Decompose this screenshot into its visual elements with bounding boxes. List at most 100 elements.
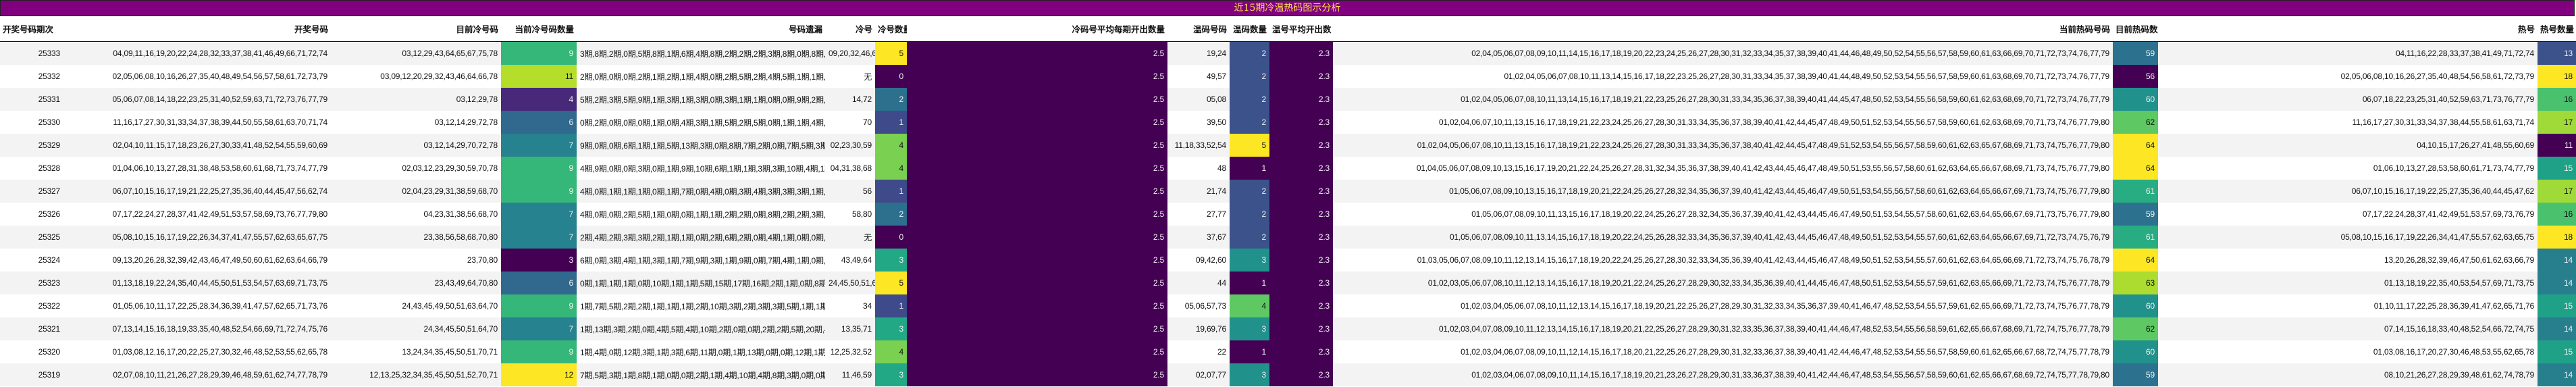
cold-numbers-cell: 03,12,29,43,64,65,67,75,78 (331, 41, 501, 65)
cold-count-cell: 7 (501, 317, 577, 340)
hot-qty-cell: 11 (2538, 134, 2576, 157)
warm-avg-cell: 2.3 (1269, 180, 1333, 203)
cold-avg-cell: 2.5 (907, 157, 1167, 180)
hot-count-cell: 61 (2113, 180, 2158, 203)
warm-qty-cell: 3 (1230, 249, 1269, 272)
period-cell: 25329 (0, 134, 63, 157)
hot-numbers-cell: 01,02,03,04,06,07,08,09,10,11,14,15,16,1… (1333, 363, 2113, 386)
header-hot-qty[interactable]: 热号数量 (2538, 16, 2576, 42)
warm-avg-cell: 2.3 (1269, 226, 1333, 249)
warm-numbers-cell: 11,18,33,52,54 (1167, 134, 1230, 157)
table-row[interactable]: 25321 07,13,14,15,16,18,19,33,35,40,48,52… (0, 317, 2576, 340)
warm-qty-cell: 2 (1230, 203, 1269, 226)
header-hot-numbers[interactable]: 当前热码号码 (1333, 16, 2113, 42)
header-cold-numbers[interactable]: 目前冷号码 (331, 16, 501, 42)
warm-qty-cell: 5 (1230, 134, 1269, 157)
cold-qty-cell: 0 (875, 226, 907, 249)
header-omission[interactable]: 号码遗漏 (577, 16, 825, 42)
warm-avg-cell: 2.3 (1269, 134, 1333, 157)
warm-numbers-cell: 05,08 (1167, 88, 1230, 111)
period-cell: 25332 (0, 65, 63, 88)
omission-cell: 1期,4期,0期,12期,3期,1期,3期,6期,11期,0期,1期,13期,0… (577, 340, 825, 363)
hot-count-cell: 60 (2113, 340, 2158, 363)
cold-qty-cell: 3 (875, 363, 907, 386)
header-cold[interactable]: 冷号 (825, 16, 875, 42)
table-row[interactable]: 25332 02,05,06,08,10,16,26,27,35,40,48,49… (0, 65, 2576, 88)
table-row[interactable]: 25322 01,05,06,10,11,17,22,25,28,34,36,39… (0, 294, 2576, 317)
cold-qty-cell: 2 (875, 88, 907, 111)
cold-cell: 无 (825, 65, 875, 88)
table-row[interactable]: 25326 07,17,22,24,27,28,37,41,42,49,51,53… (0, 203, 2576, 226)
period-cell: 25330 (0, 111, 63, 134)
cold-cell: 04,31,38,68 (825, 157, 875, 180)
header-hot-count[interactable]: 目前热码数量 (2113, 16, 2158, 42)
warm-numbers-cell: 44 (1167, 272, 1230, 294)
hot-qty-cell: 17 (2538, 180, 2576, 203)
omission-cell: 3期,8期,2期,0期,5期,8期,1期,6期,4期,8期,2期,2期,2期,3… (577, 41, 825, 65)
page-title: 近15期冷温热码图示分析 (0, 0, 2575, 16)
table-row[interactable]: 25327 06,07,10,15,16,17,19,21,22,25,27,35… (0, 180, 2576, 203)
hot-numbers-cell: 01,02,03,04,05,06,07,08,10,11,12,13,14,1… (1333, 294, 2113, 317)
warm-qty-cell: 1 (1230, 340, 1269, 363)
table-row[interactable]: 25333 04,09,11,16,19,20,22,24,28,32,33,37… (0, 41, 2576, 65)
cold-cell: 34 (825, 294, 875, 317)
hot-count-cell: 59 (2113, 41, 2158, 65)
header-cold-qty[interactable]: 冷号数量 (875, 16, 907, 42)
table-row[interactable]: 25324 09,13,20,26,28,32,39,42,43,46,47,49… (0, 249, 2576, 272)
cold-avg-cell: 2.5 (907, 134, 1167, 157)
cold-count-cell: 7 (501, 226, 577, 249)
cold-count-cell: 9 (501, 41, 577, 65)
header-warm-numbers[interactable]: 温码号码 (1167, 16, 1230, 42)
cold-avg-cell: 2.5 (907, 180, 1167, 203)
warm-qty-cell: 2 (1230, 88, 1269, 111)
header-cold-avg[interactable]: 冷码号平均每期开出数量 (907, 16, 1167, 42)
table-row[interactable]: 25329 02,04,10,11,15,17,18,23,26,27,30,33… (0, 134, 2576, 157)
table-row[interactable]: 25328 01,04,06,10,13,27,28,31,38,48,53,58… (0, 157, 2576, 180)
warm-numbers-cell: 39,50 (1167, 111, 1230, 134)
table-row[interactable]: 25325 05,08,10,15,16,17,19,22,26,34,37,41… (0, 226, 2576, 249)
header-cold-count[interactable]: 当前冷号码数量 (501, 16, 577, 42)
hot-count-cell: 64 (2113, 249, 2158, 272)
cold-count-cell: 12 (501, 363, 577, 386)
warm-numbers-cell: 19,69,76 (1167, 317, 1230, 340)
hot-numbers-cell: 01,02,04,05,06,07,08,10,11,13,15,16,17,1… (1333, 134, 2113, 157)
period-cell: 25320 (0, 340, 63, 363)
hot-cell: 07,17,22,24,28,37,41,42,49,51,53,57,69,7… (2158, 203, 2538, 226)
header-warm-qty[interactable]: 温码数量 (1230, 16, 1269, 42)
table-row[interactable]: 25323 01,13,18,19,22,24,35,40,44,45,50,51… (0, 272, 2576, 294)
cold-numbers-cell: 03,12,14,29,72,78 (331, 111, 501, 134)
header-hot[interactable]: 热号 (2158, 16, 2538, 42)
warm-numbers-cell: 49,57 (1167, 65, 1230, 88)
table-row[interactable]: 25320 01,03,08,12,16,17,20,22,25,27,30,32… (0, 340, 2576, 363)
hot-qty-cell: 15 (2538, 294, 2576, 317)
warm-avg-cell: 2.3 (1269, 294, 1333, 317)
cold-count-cell: 11 (501, 65, 577, 88)
header-draw[interactable]: 开奖号码 (63, 16, 331, 42)
cold-cell: 12,25,32,52 (825, 340, 875, 363)
draw-numbers-cell: 04,09,11,16,19,20,22,24,28,32,33,37,38,4… (63, 41, 331, 65)
warm-avg-cell: 2.3 (1269, 363, 1333, 386)
table-row[interactable]: 25319 02,07,08,10,11,21,26,27,28,29,39,46… (0, 363, 2576, 386)
hot-cell: 04,10,15,17,26,27,41,48,55,60,69 (2158, 134, 2538, 157)
cold-numbers-cell: 02,03,12,23,29,30,59,70,78 (331, 157, 501, 180)
cold-count-cell: 7 (501, 203, 577, 226)
warm-numbers-cell: 02,07,77 (1167, 363, 1230, 386)
header-warm-avg[interactable]: 温号平均开出数 (1269, 16, 1333, 42)
cold-cell: 70 (825, 111, 875, 134)
header-period[interactable]: 开奖号码期次 (0, 16, 63, 42)
period-cell: 25324 (0, 249, 63, 272)
hot-count-cell: 60 (2113, 294, 2158, 317)
cold-avg-cell: 2.5 (907, 41, 1167, 65)
draw-numbers-cell: 07,17,22,24,27,28,37,41,42,49,51,53,57,5… (63, 203, 331, 226)
draw-numbers-cell: 01,13,18,19,22,24,35,40,44,45,50,51,53,5… (63, 272, 331, 294)
cold-count-cell: 6 (501, 272, 577, 294)
hot-qty-cell: 15 (2538, 340, 2576, 363)
table-row[interactable]: 25331 05,06,07,08,14,18,22,23,25,31,40,52… (0, 88, 2576, 111)
warm-numbers-cell: 21,74 (1167, 180, 1230, 203)
table-body: 25333 04,09,11,16,19,20,22,24,28,32,33,37… (0, 41, 2576, 386)
period-cell: 25333 (0, 41, 63, 65)
draw-numbers-cell: 01,03,08,12,16,17,20,22,25,27,30,32,46,4… (63, 340, 331, 363)
cold-avg-cell: 2.5 (907, 203, 1167, 226)
cold-numbers-cell: 02,04,23,29,31,38,59,68,70 (331, 180, 501, 203)
table-row[interactable]: 25330 11,16,17,27,30,31,33,34,37,38,39,44… (0, 111, 2576, 134)
